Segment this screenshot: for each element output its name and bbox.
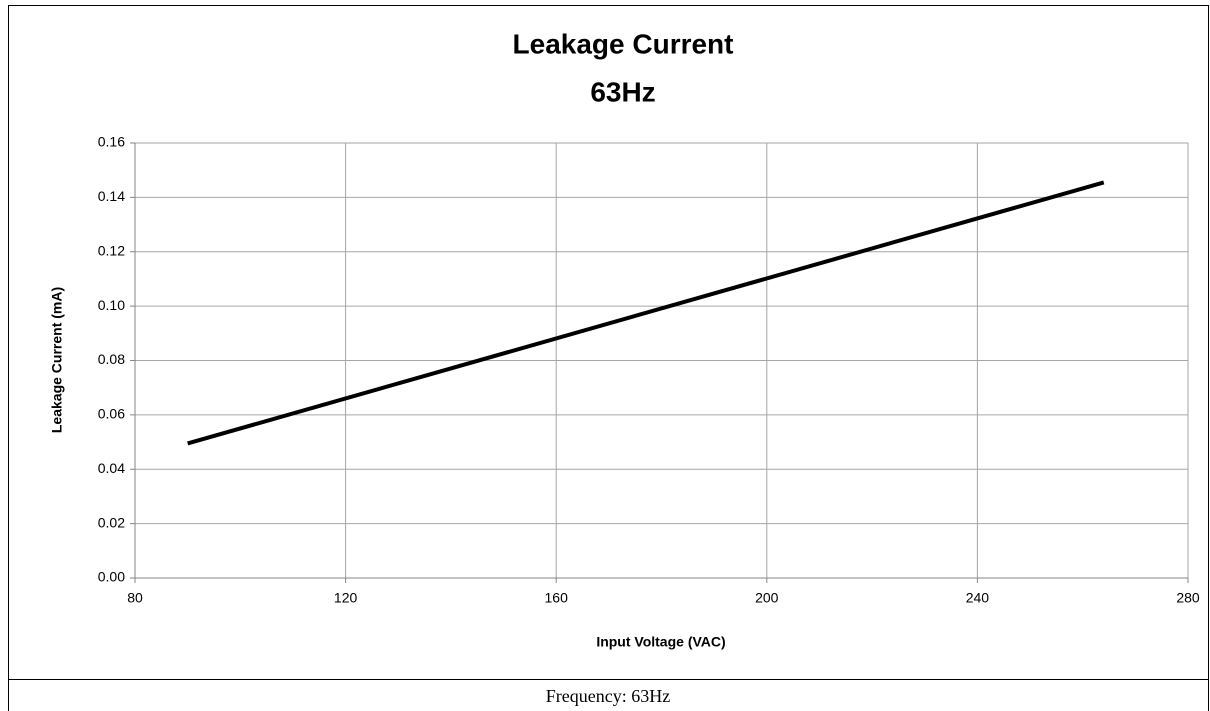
x-tick-label: 160: [545, 590, 569, 606]
y-tick-label: 0.00: [98, 569, 125, 585]
chart-subtitle: 63Hz: [590, 76, 655, 107]
x-tick-label: 200: [755, 590, 779, 606]
data-line: [187, 180, 1105, 446]
y-tick-label: 0.14: [98, 188, 125, 204]
y-tick-label: 0.12: [98, 242, 125, 258]
y-tick-label: 0.16: [98, 134, 125, 150]
y-axis-label: Leakage Current (mA): [49, 287, 65, 433]
x-axis-label: Input Voltage (VAC): [596, 634, 725, 650]
y-tick-label: 0.02: [98, 514, 125, 530]
y-tick-label: 0.08: [98, 351, 125, 367]
y-tick-label: 0.06: [98, 406, 125, 422]
x-tick-label: 120: [334, 590, 358, 606]
caption: Frequency: 63Hz: [546, 686, 670, 706]
chart-title: Leakage Current: [513, 28, 734, 59]
y-tick-label: 0.10: [98, 297, 125, 313]
y-tick-label: 0.04: [98, 460, 125, 476]
chart-frame: [8, 5, 1209, 680]
x-tick-label: 280: [1176, 590, 1200, 606]
x-tick-label: 80: [127, 590, 143, 606]
x-tick-label: 240: [966, 590, 990, 606]
